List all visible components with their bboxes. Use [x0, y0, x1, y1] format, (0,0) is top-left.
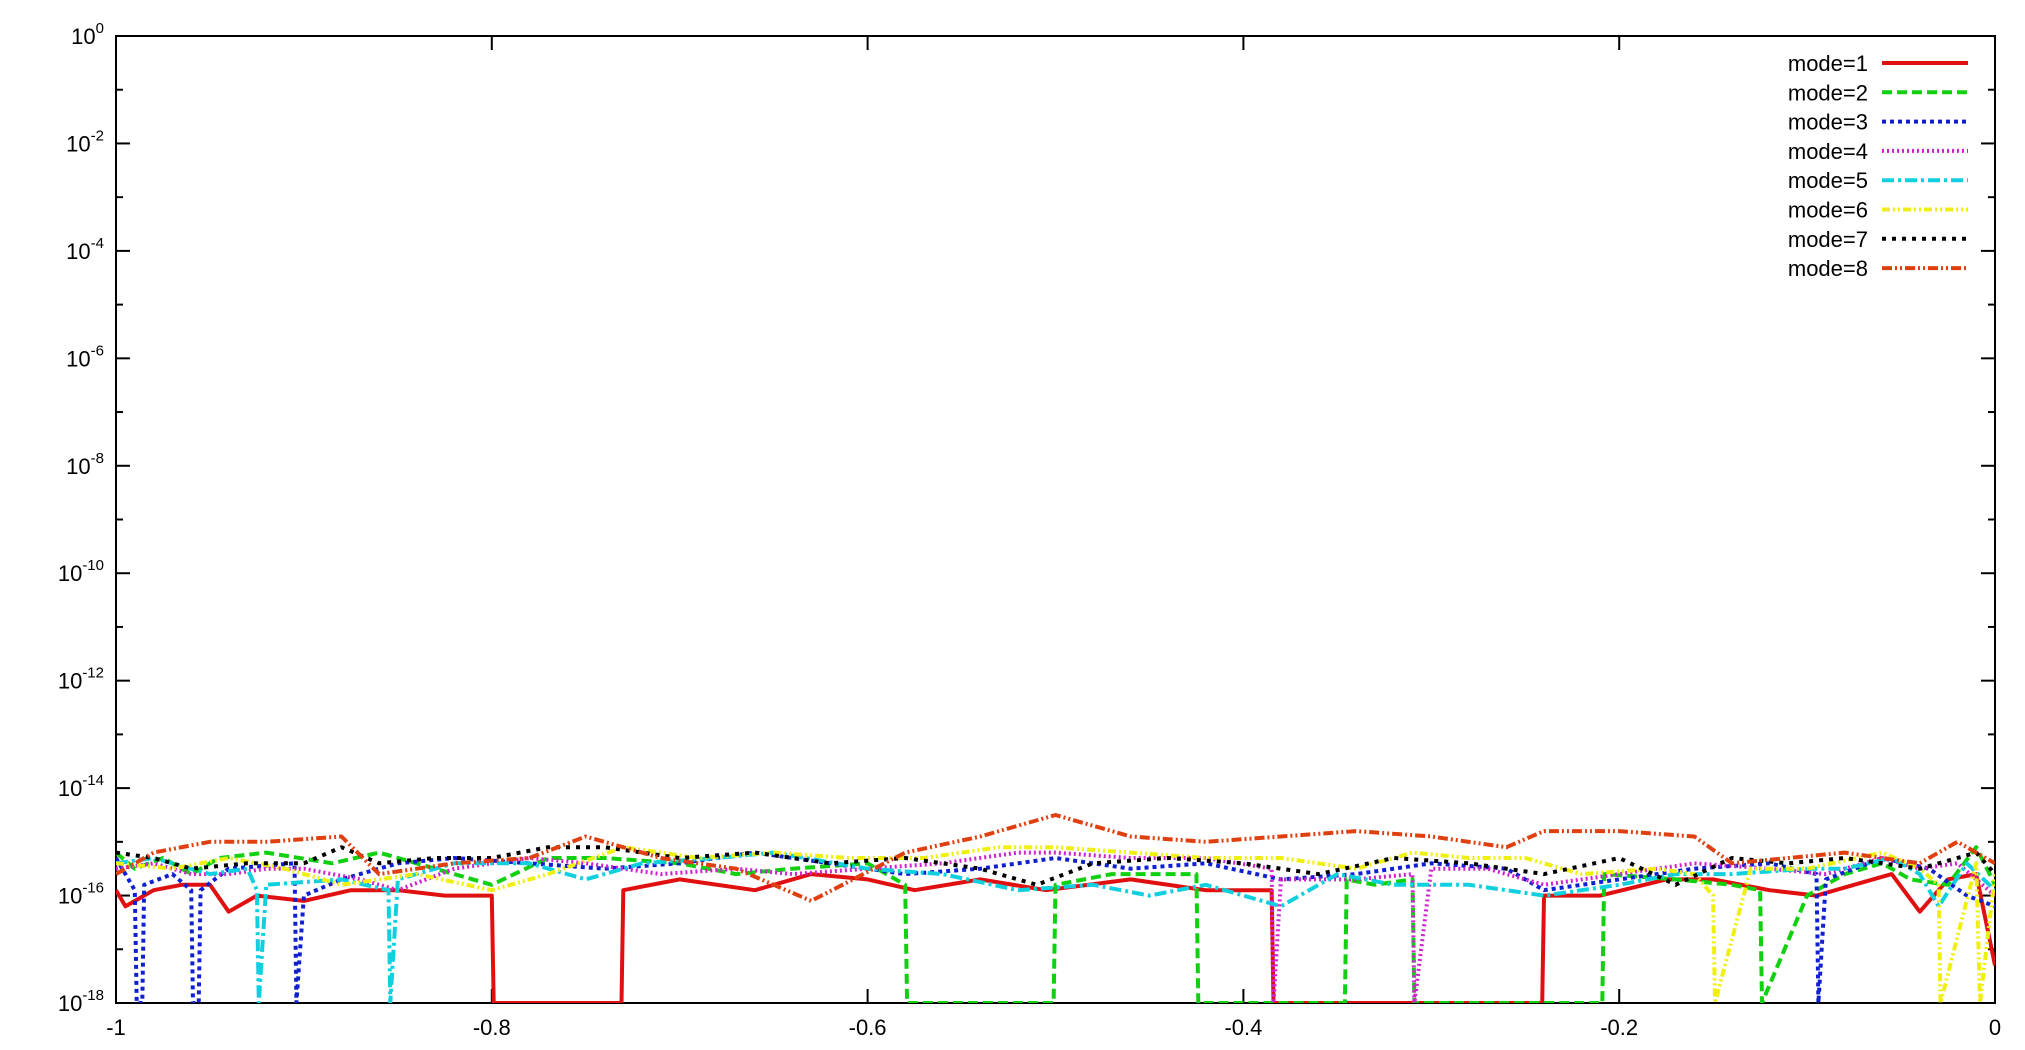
y-tick-exponent: -10: [82, 557, 104, 574]
y-tick-label: 10-4: [66, 235, 104, 264]
y-tick-label: 10-10: [58, 557, 104, 586]
series-layer: [116, 813, 1995, 1003]
legend-label: mode=8: [1788, 256, 1868, 281]
plot-area-frame: [115, 35, 1996, 1004]
y-tick-base: 10: [66, 346, 90, 371]
legend-label: mode=4: [1788, 139, 1868, 164]
y-tick-label: 100: [71, 20, 104, 49]
y-tick-base: 10: [58, 884, 82, 909]
legend-label: mode=7: [1788, 227, 1868, 252]
y-tick-label: 10-16: [58, 880, 104, 909]
ticks-layer: -1 -0.8 -0.6 -0.4 -0.2 010010-210-410-610-810…: [58, 20, 2001, 1040]
legend-label: mode=5: [1788, 168, 1868, 193]
y-tick-exponent: -6: [91, 342, 104, 359]
y-tick-exponent: -4: [91, 235, 104, 252]
y-tick-label: 10-6: [66, 342, 104, 371]
x-tick-label: -0.4: [1224, 1015, 1262, 1040]
y-tick-exponent: 0: [96, 20, 104, 37]
legend-label: mode=6: [1788, 198, 1868, 223]
legend: mode=1 mode=2 mode=3 mode=4 mode=5 mode=6 mode…: [1788, 51, 1968, 281]
y-tick-label: 10-14: [58, 772, 104, 801]
y-tick-label: 10-18: [58, 987, 104, 1016]
series-line-mode-3: [116, 850, 1995, 1003]
x-tick-label: 0: [1989, 1015, 2001, 1040]
legend-label: mode=1: [1788, 51, 1868, 76]
y-tick-exponent: -8: [91, 450, 104, 467]
legend-label: mode=2: [1788, 80, 1868, 105]
y-tick-base: 10: [58, 991, 82, 1016]
x-tick-label: -0.2: [1600, 1015, 1638, 1040]
y-tick-base: 10: [58, 776, 82, 801]
y-tick-label: 10-8: [66, 450, 104, 479]
y-tick-exponent: -18: [82, 987, 104, 1004]
series-line-mode-2: [116, 845, 1995, 1003]
y-tick-exponent: -2: [91, 127, 104, 144]
series-line-mode-8: [116, 813, 1995, 903]
y-tick-exponent: -12: [82, 665, 104, 682]
y-tick-base: 10: [58, 669, 82, 694]
y-tick-base: 10: [66, 131, 90, 156]
x-tick-label: -1: [106, 1015, 126, 1040]
series-line-mode-5: [116, 850, 1995, 1003]
x-tick-label: -0.6: [849, 1015, 887, 1040]
series-line-mode-6: [116, 845, 1995, 1003]
legend-label: mode=3: [1788, 110, 1868, 135]
y-tick-base: 10: [58, 561, 82, 586]
series-line-mode-1: [116, 872, 1995, 1003]
y-tick-base: 10: [71, 24, 95, 49]
y-tick-base: 10: [66, 454, 90, 479]
y-tick-label: 10-2: [66, 127, 104, 156]
x-tick-label: -0.8: [473, 1015, 511, 1040]
y-tick-base: 10: [66, 239, 90, 264]
y-tick-exponent: -16: [82, 880, 104, 897]
y-tick-label: 10-12: [58, 665, 104, 694]
y-tick-exponent: -14: [82, 772, 104, 789]
